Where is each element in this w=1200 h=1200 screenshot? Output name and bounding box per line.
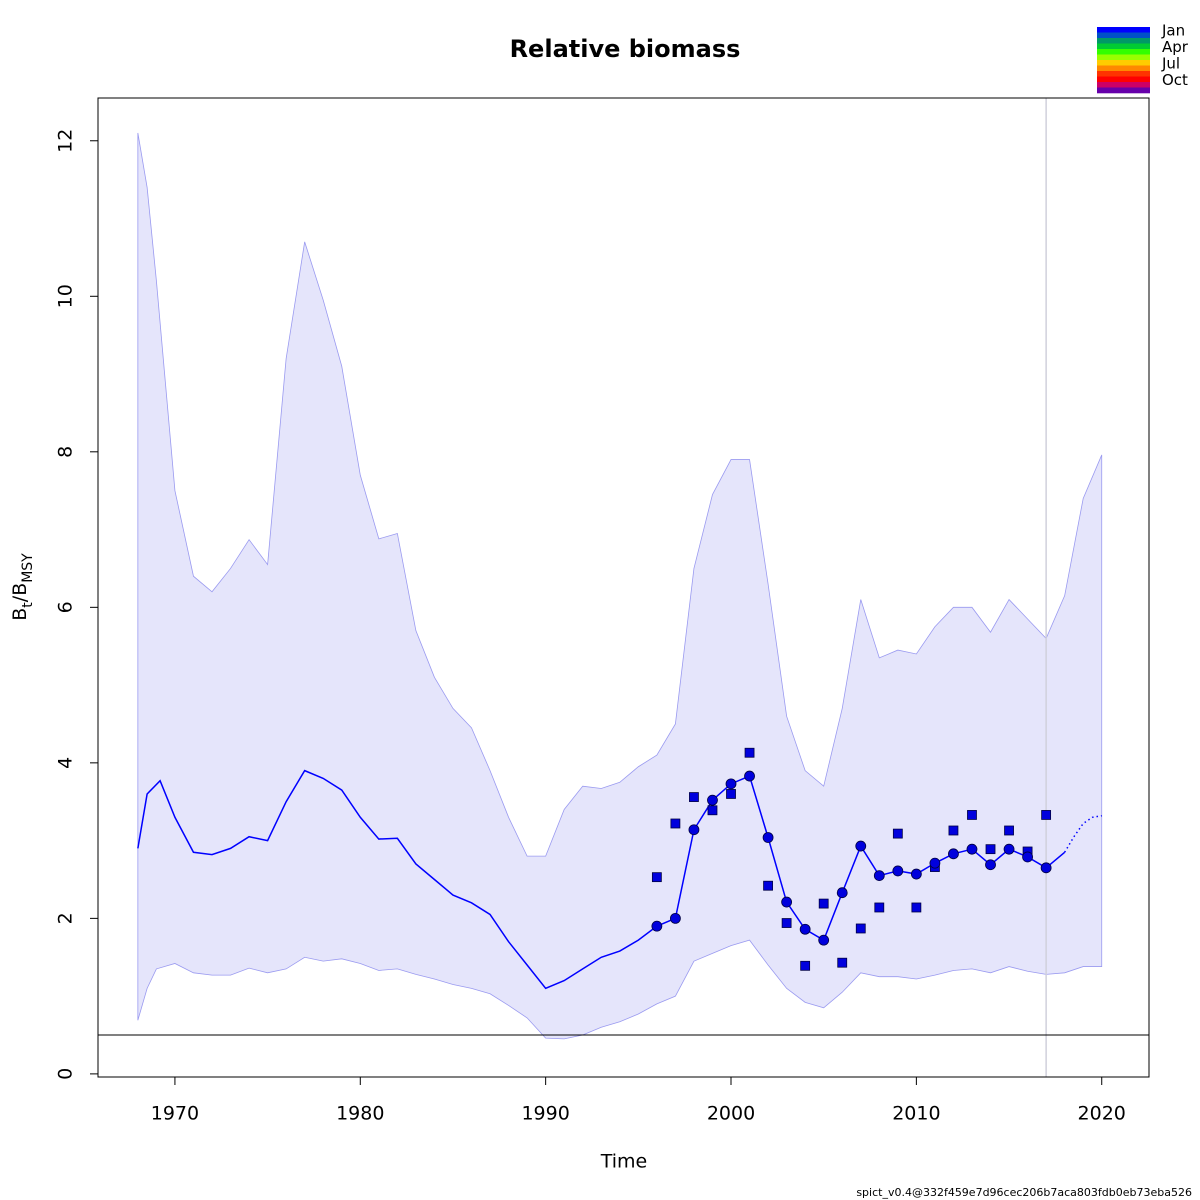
estimate-point — [966, 843, 978, 855]
legend-swatch — [1097, 32, 1150, 39]
y-tick-label: 8 — [55, 446, 77, 458]
legend-swatch — [1097, 71, 1150, 77]
index-point — [744, 747, 755, 758]
legend-label: Oct — [1162, 71, 1188, 89]
index-point — [800, 960, 811, 971]
estimate-point — [725, 778, 737, 790]
y-axis-label: Bt/BMSY — [9, 553, 37, 621]
legend-swatch — [1097, 38, 1150, 44]
y-tick-label: 0 — [55, 1068, 77, 1080]
line — [137, 769, 1066, 990]
estimate-point — [707, 794, 718, 806]
legend-label: Jan — [1161, 22, 1185, 40]
estimate-point — [818, 934, 830, 946]
index-point — [726, 789, 736, 799]
x-axis-label: Time — [600, 1151, 648, 1173]
estimate-point — [688, 824, 700, 836]
estimate-point — [929, 857, 941, 869]
estimate-point — [651, 920, 663, 932]
index-point — [855, 923, 866, 934]
y-label-part: /B — [9, 583, 31, 602]
index-point — [892, 828, 903, 839]
legend-swatch — [1097, 60, 1150, 66]
estimate-point — [873, 870, 885, 882]
index-point — [651, 872, 662, 883]
y-label-part: B — [9, 608, 31, 621]
index-point — [818, 898, 829, 909]
chart-title: Relative biomass — [510, 35, 741, 63]
y-label-sub: MSY — [20, 553, 36, 583]
legend-swatch — [1097, 43, 1150, 50]
index-point — [948, 825, 959, 836]
y-tick-label: 4 — [55, 757, 77, 769]
legend-swatch — [1097, 82, 1150, 88]
estimate-point — [892, 865, 904, 877]
index-point — [689, 792, 699, 802]
estimate-point — [762, 832, 774, 843]
estimate-point — [1040, 862, 1052, 874]
y-tick-label: 10 — [55, 284, 77, 308]
legend-swatch — [1097, 54, 1150, 61]
legend-label: Jul — [1161, 55, 1180, 73]
x-tick-label: 2020 — [1078, 1103, 1126, 1125]
index-point — [781, 918, 792, 928]
estimate-point — [1003, 843, 1015, 855]
estimate-point — [855, 840, 867, 852]
legend-swatch — [1097, 49, 1150, 55]
estimate-point — [799, 923, 811, 935]
index-point — [911, 902, 922, 913]
x-tick-label: 1970 — [151, 1103, 199, 1125]
estimate-point — [670, 912, 681, 924]
estimate-point — [1022, 851, 1033, 863]
legend-swatch — [1097, 65, 1150, 72]
estimate-point — [985, 859, 996, 871]
index-point — [967, 810, 977, 820]
estimate-point — [744, 770, 755, 782]
footer: spict_v0.4@332f459e7d96cec206b7aca803fdb… — [856, 1186, 1192, 1199]
confidence-band — [137, 132, 1103, 1040]
legend-label: Apr — [1162, 38, 1189, 56]
x-tick-label: 2000 — [707, 1103, 755, 1125]
estimate-point — [836, 887, 848, 899]
estimate-point — [781, 896, 793, 908]
y-tick-label: 12 — [55, 129, 77, 153]
y-tick-label: 6 — [55, 601, 77, 613]
index-point — [707, 805, 718, 816]
index-point — [985, 844, 996, 855]
x-tick-label: 1980 — [336, 1103, 384, 1125]
index-point — [763, 880, 773, 891]
index-point — [1004, 825, 1014, 836]
legend-swatch — [1097, 76, 1150, 83]
index-point — [1041, 810, 1052, 820]
y-label-sub: t — [20, 602, 36, 608]
index-point — [837, 957, 848, 968]
index-point — [874, 902, 885, 913]
y-tick-label: 2 — [55, 912, 77, 924]
estimate-point — [910, 868, 922, 880]
legend-swatch — [1097, 87, 1150, 94]
legend-swatch — [1097, 27, 1150, 33]
x-tick-label: 1990 — [521, 1103, 569, 1125]
x-tick-label: 2010 — [892, 1103, 940, 1125]
estimate-point — [948, 848, 959, 860]
index-point — [670, 818, 681, 829]
